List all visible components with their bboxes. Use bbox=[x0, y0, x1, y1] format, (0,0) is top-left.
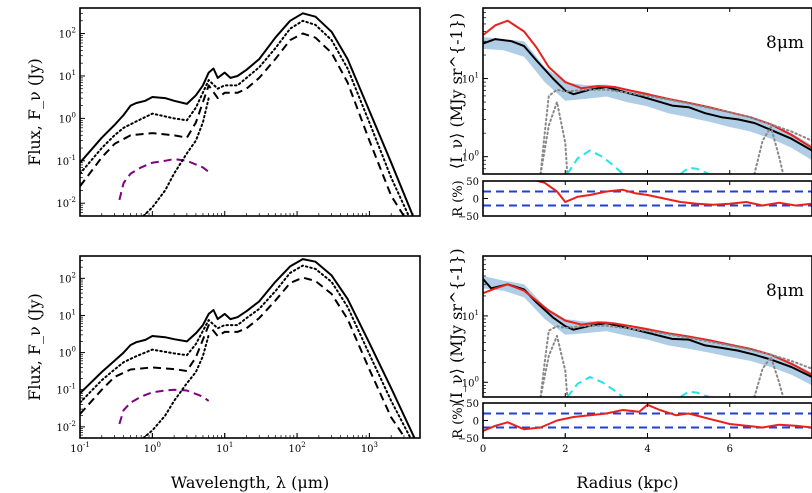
panel-profile-bottom: 8μm ⟨I_ν⟩ (MJy sr^{-1}) bbox=[447, 248, 812, 405]
series-line-4 bbox=[142, 97, 210, 216]
y-tick-label: 100 bbox=[462, 150, 479, 164]
y-tick-label: −50 bbox=[458, 434, 479, 445]
y-axis-label: Flux, F_ν (Jy) bbox=[25, 58, 44, 166]
panel-annotation: 8μm bbox=[766, 281, 804, 301]
plot-area bbox=[483, 275, 812, 397]
panel-residual-top: R (%) bbox=[451, 180, 812, 217]
x-tick-label: 6 bbox=[727, 444, 733, 455]
series-line-3 bbox=[118, 158, 210, 201]
series-line-1 bbox=[80, 264, 412, 438]
y-tick-label: 0 bbox=[473, 195, 479, 206]
y-tick-label: 100 bbox=[462, 375, 479, 389]
series-line-2 bbox=[539, 88, 812, 174]
y-tick-label: 102 bbox=[59, 27, 76, 41]
y-tick-label: 100 bbox=[59, 346, 76, 360]
y-tick-label: 10-1 bbox=[56, 383, 76, 397]
y-axis-label: R (%) bbox=[451, 180, 466, 216]
x-tick-label: 102 bbox=[288, 441, 305, 455]
series-line-1 bbox=[483, 283, 812, 376]
y-tick-label: 50 bbox=[466, 399, 479, 410]
plot-area bbox=[80, 12, 414, 216]
x-tick-label: 100 bbox=[144, 441, 161, 455]
axes-frame bbox=[79, 7, 421, 217]
x-tick-label: 103 bbox=[361, 441, 378, 455]
series-line-3 bbox=[539, 334, 569, 397]
series-line-3 bbox=[118, 388, 210, 425]
series-line-1 bbox=[483, 19, 812, 149]
x-axis-label: Radius (kpc) bbox=[576, 473, 678, 492]
x-axis-label: Wavelength, λ (μm) bbox=[171, 473, 329, 492]
series-line-4 bbox=[142, 333, 210, 438]
series-line-4 bbox=[753, 126, 785, 174]
y-tick-label: 101 bbox=[59, 69, 76, 83]
plot-area bbox=[483, 19, 812, 174]
series-line-4 bbox=[753, 356, 785, 397]
y-tick-label: 50 bbox=[466, 177, 479, 188]
axes-frame bbox=[482, 180, 812, 217]
axes-frame bbox=[482, 255, 812, 398]
series-line-0 bbox=[80, 258, 416, 438]
plot-area bbox=[483, 403, 812, 432]
series-line-1 bbox=[80, 19, 410, 216]
y-tick-label: −50 bbox=[458, 212, 479, 223]
plot-area bbox=[483, 181, 812, 207]
series-line-5 bbox=[566, 376, 624, 397]
panel-sed-bottom: Flux, F_ν (Jy) Wavelength, λ (μm) bbox=[25, 255, 421, 492]
y-tick-label: 101 bbox=[59, 308, 76, 322]
panel-profile-top: 8μm ⟨I_ν⟩ (MJy sr^{-1}) bbox=[447, 7, 812, 175]
series-line-0 bbox=[533, 181, 812, 207]
series-line-0 bbox=[483, 403, 812, 432]
y-axis-label: R (%) bbox=[451, 402, 466, 438]
y-tick-label: 101 bbox=[462, 309, 479, 323]
series-line-2 bbox=[539, 324, 812, 397]
y-axis-label: Flux, F_ν (Jy) bbox=[25, 293, 44, 401]
x-tick-label: 10-1 bbox=[70, 441, 90, 455]
x-tick-label: 4 bbox=[644, 444, 650, 455]
y-tick-label: 100 bbox=[59, 111, 76, 125]
x-tick-label: 2 bbox=[562, 444, 568, 455]
y-tick-label: 102 bbox=[59, 271, 76, 285]
x-tick-label: 0 bbox=[480, 444, 486, 455]
y-tick-label: 101 bbox=[462, 72, 479, 86]
x-tick-label: 101 bbox=[216, 441, 233, 455]
axes-frame bbox=[482, 402, 812, 439]
series-line-6 bbox=[679, 166, 710, 174]
y-tick-label: 10-2 bbox=[56, 196, 76, 210]
series-line-3 bbox=[539, 101, 569, 174]
series-line-2 bbox=[80, 276, 406, 438]
y-tick-label: 10-1 bbox=[56, 154, 76, 168]
y-axis-label: ⟨I_ν⟩ (MJy sr^{-1}) bbox=[447, 13, 466, 169]
panel-residual-bottom: R (%) Radius (kpc) bbox=[451, 402, 812, 492]
series-line-0 bbox=[80, 12, 414, 216]
plot-area bbox=[80, 258, 416, 438]
axes-frame bbox=[79, 255, 421, 439]
y-tick-label: 0 bbox=[473, 417, 479, 428]
panel-sed-top: Flux, F_ν (Jy) bbox=[25, 7, 421, 217]
series-line-2 bbox=[80, 32, 405, 216]
series-line-6 bbox=[679, 390, 710, 397]
panel-annotation: 8μm bbox=[766, 33, 804, 53]
axes-frame bbox=[482, 7, 812, 175]
y-axis-label: ⟨I_ν⟩ (MJy sr^{-1}) bbox=[447, 248, 466, 404]
series-line-5 bbox=[566, 149, 624, 174]
y-tick-label: 10-2 bbox=[56, 420, 76, 434]
